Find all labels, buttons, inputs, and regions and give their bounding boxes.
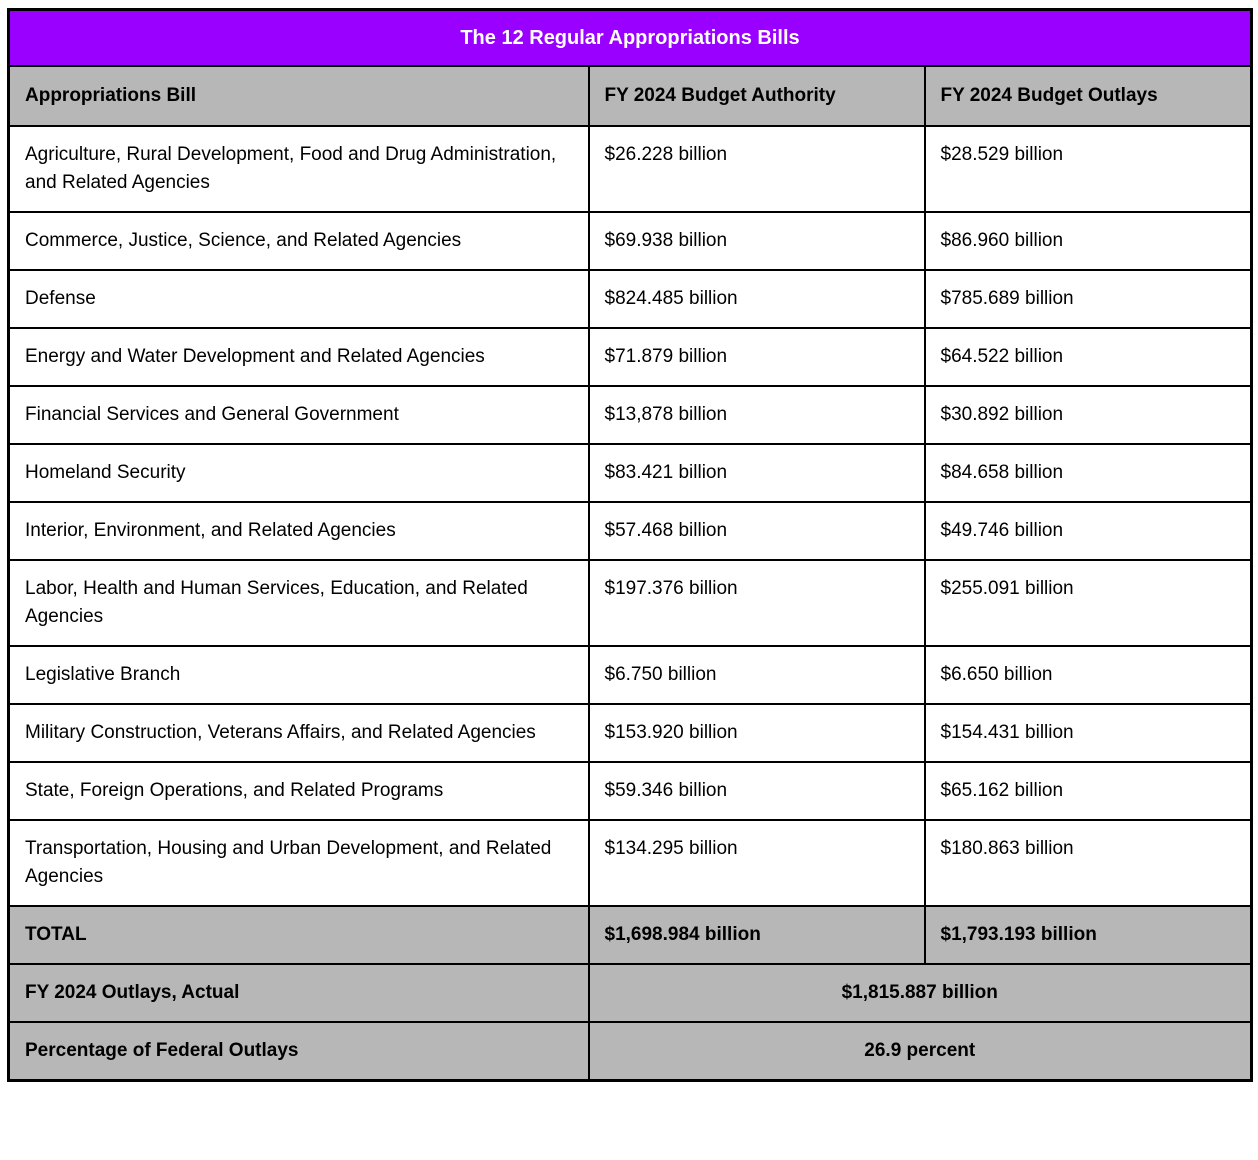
budget-authority-value: $26.228 billion — [587, 125, 926, 213]
percentage-outlays-label: Percentage of Federal Outlays — [7, 1021, 590, 1082]
budget-authority-value: $824.485 billion — [587, 269, 926, 329]
budget-outlays-value: $28.529 billion — [923, 125, 1253, 213]
bill-name: State, Foreign Operations, and Related P… — [7, 761, 590, 821]
actual-outlays-label: FY 2024 Outlays, Actual — [7, 963, 590, 1023]
budget-outlays-value: $255.091 billion — [923, 559, 1253, 647]
bill-name: Military Construction, Veterans Affairs,… — [7, 703, 590, 763]
total-budget-authority: $1,698.984 billion — [587, 905, 926, 965]
budget-outlays-value: $30.892 billion — [923, 385, 1253, 445]
table-row: Agriculture, Rural Development, Food and… — [7, 125, 1253, 213]
budget-outlays-value: $84.658 billion — [923, 443, 1253, 503]
bill-name: Homeland Security — [7, 443, 590, 503]
table-row: Commerce, Justice, Science, and Related … — [7, 211, 1253, 271]
bill-name: Defense — [7, 269, 590, 329]
budget-outlays-value: $49.746 billion — [923, 501, 1253, 561]
budget-authority-value: $69.938 billion — [587, 211, 926, 271]
budget-authority-value: $134.295 billion — [587, 819, 926, 907]
table-title: The 12 Regular Appropriations Bills — [7, 8, 1253, 67]
bill-name: Legislative Branch — [7, 645, 590, 705]
budget-outlays-value: $154.431 billion — [923, 703, 1253, 763]
table-row: State, Foreign Operations, and Related P… — [7, 761, 1253, 821]
bill-name: Interior, Environment, and Related Agenc… — [7, 501, 590, 561]
bill-name: Commerce, Justice, Science, and Related … — [7, 211, 590, 271]
percentage-outlays-row: Percentage of Federal Outlays 26.9 perce… — [7, 1021, 1253, 1082]
table-row: Homeland Security $83.421 billion $84.65… — [7, 443, 1253, 503]
budget-authority-value: $71.879 billion — [587, 327, 926, 387]
table-row: Energy and Water Development and Related… — [7, 327, 1253, 387]
table-row: Legislative Branch $6.750 billion $6.650… — [7, 645, 1253, 705]
budget-outlays-value: $65.162 billion — [923, 761, 1253, 821]
column-header-budget-authority: FY 2024 Budget Authority — [587, 65, 926, 127]
column-header-budget-outlays: FY 2024 Budget Outlays — [923, 65, 1253, 127]
budget-outlays-value: $6.650 billion — [923, 645, 1253, 705]
table-row: Transportation, Housing and Urban Develo… — [7, 819, 1253, 907]
budget-outlays-value: $64.522 billion — [923, 327, 1253, 387]
total-row: TOTAL $1,698.984 billion $1,793.193 bill… — [7, 905, 1253, 965]
table-row: Defense $824.485 billion $785.689 billio… — [7, 269, 1253, 329]
bill-name: Labor, Health and Human Services, Educat… — [7, 559, 590, 647]
bill-name: Financial Services and General Governmen… — [7, 385, 590, 445]
bill-name: Transportation, Housing and Urban Develo… — [7, 819, 590, 907]
budget-outlays-value: $785.689 billion — [923, 269, 1253, 329]
budget-authority-value: $59.346 billion — [587, 761, 926, 821]
total-label: TOTAL — [7, 905, 590, 965]
budget-authority-value: $6.750 billion — [587, 645, 926, 705]
table-header-row: Appropriations Bill FY 2024 Budget Autho… — [7, 65, 1253, 127]
table-row: Interior, Environment, and Related Agenc… — [7, 501, 1253, 561]
budget-outlays-value: $180.863 billion — [923, 819, 1253, 907]
budget-authority-value: $83.421 billion — [587, 443, 926, 503]
budget-authority-value: $13,878 billion — [587, 385, 926, 445]
total-budget-outlays: $1,793.193 billion — [923, 905, 1253, 965]
actual-outlays-row: FY 2024 Outlays, Actual $1,815.887 billi… — [7, 963, 1253, 1023]
bill-name: Energy and Water Development and Related… — [7, 327, 590, 387]
column-header-bill: Appropriations Bill — [7, 65, 590, 127]
table-row: Financial Services and General Governmen… — [7, 385, 1253, 445]
percentage-outlays-value: 26.9 percent — [587, 1021, 1253, 1082]
budget-authority-value: $197.376 billion — [587, 559, 926, 647]
budget-authority-value: $57.468 billion — [587, 501, 926, 561]
bill-name: Agriculture, Rural Development, Food and… — [7, 125, 590, 213]
appropriations-table: The 12 Regular Appropriations Bills Appr… — [7, 8, 1253, 1082]
budget-authority-value: $153.920 billion — [587, 703, 926, 763]
budget-outlays-value: $86.960 billion — [923, 211, 1253, 271]
table-row: Labor, Health and Human Services, Educat… — [7, 559, 1253, 647]
table-row: Military Construction, Veterans Affairs,… — [7, 703, 1253, 763]
actual-outlays-value: $1,815.887 billion — [587, 963, 1253, 1023]
table-title-row: The 12 Regular Appropriations Bills — [7, 8, 1253, 67]
